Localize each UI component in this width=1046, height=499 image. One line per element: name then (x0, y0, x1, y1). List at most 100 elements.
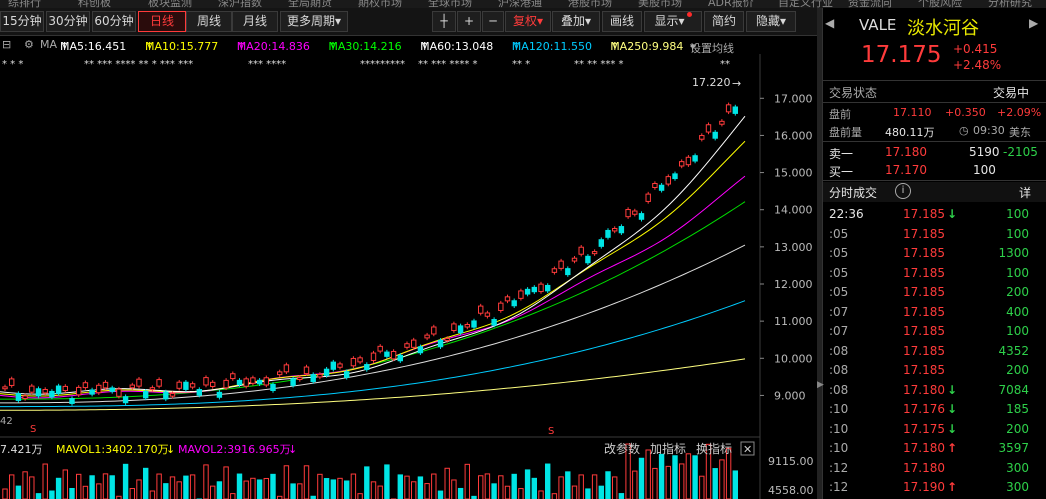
top-nav-item[interactable]: 板块监测 (148, 0, 192, 8)
fuquan-dropdown[interactable]: 复权▾ (505, 11, 551, 32)
panel-splitter[interactable] (817, 8, 822, 499)
candle (545, 284, 551, 292)
top-nav-item[interactable]: 资金流向 (848, 0, 892, 8)
volume-bar (62, 469, 68, 499)
more-periods-dropdown[interactable]: 更多周期▾ (280, 11, 348, 32)
crosshair-button[interactable]: ┼ (432, 11, 456, 32)
candle (156, 379, 162, 387)
volume-bar (652, 467, 658, 499)
top-nav-item[interactable]: 综排行 (8, 0, 41, 8)
period-daily-button[interactable]: 日线 (138, 11, 186, 32)
tick-time: :12 (829, 480, 849, 494)
period-weekly-button[interactable]: 周线 (186, 11, 232, 32)
top-nav-item[interactable]: 港股市场 (568, 0, 612, 8)
top-nav-item[interactable]: 分析研究 (988, 0, 1032, 8)
next-stock-icon[interactable]: ▶ (1029, 16, 1039, 30)
kline-chart[interactable]: 17.000 16.000 15.000 14.000 13.000 12.000 11.0… (0, 54, 818, 499)
candle (230, 373, 236, 380)
candle (317, 373, 323, 378)
top-nav-item[interactable]: 沪深港通 (498, 0, 542, 8)
candle (645, 193, 651, 202)
signal-stars: ********* (360, 59, 405, 70)
volume-bar (437, 490, 444, 499)
period-monthly-button[interactable]: 月线 (232, 11, 278, 32)
volume-bar (169, 476, 176, 499)
zoom-in-button[interactable]: + (457, 11, 481, 32)
volume-bar (551, 493, 558, 499)
top-nav-item[interactable]: 全球市场 (428, 0, 472, 8)
period-60min-button[interactable]: 60分钟 (92, 11, 136, 32)
volume-bar (464, 463, 471, 499)
collapse-arrow-icon[interactable]: ▶ (817, 380, 824, 390)
candle (498, 302, 504, 311)
ticks-list[interactable]: 22:36 17.185 ↓ 100:05 17.185 100:05 17.185 1300… (823, 205, 1046, 499)
volume-bar (357, 493, 363, 499)
indicator-button[interactable]: 改参数 (604, 441, 640, 456)
tick-volume: 100 (1006, 324, 1029, 338)
volume-bar (665, 465, 671, 499)
arrow-up-icon: ↑ (328, 40, 338, 53)
arrow-up-icon: ↑ (947, 480, 958, 494)
candle (364, 364, 370, 371)
info-icon[interactable]: i (895, 183, 911, 199)
tick-row: :05 17.185 100 (823, 264, 1046, 283)
display-dropdown[interactable]: 显示▾ (644, 11, 702, 32)
candle (551, 268, 558, 273)
tick-row: :05 17.185 200 (823, 283, 1046, 302)
ask-price: 17.180 (885, 145, 927, 159)
volume-bar (116, 495, 122, 499)
price-axis-label: 10.000 (774, 352, 813, 365)
candle (277, 371, 283, 376)
candle (337, 363, 343, 368)
top-nav-item[interactable]: 期权市场 (358, 0, 402, 8)
candle (491, 319, 497, 326)
top-nav-item[interactable]: 美股市场 (638, 0, 682, 8)
volume-bar (163, 483, 169, 499)
top-nav-item[interactable]: 深沪指数 (218, 0, 262, 8)
gear-icon[interactable]: ⚙ (24, 38, 34, 51)
overlay-dropdown[interactable]: 叠加▾ (552, 11, 600, 32)
volume-bar (109, 475, 115, 499)
indicator-button[interactable]: 换指标 (696, 441, 732, 456)
price-change: +0.415 (953, 42, 998, 56)
ma-legend-value: MA250:9.984 (610, 40, 684, 53)
candle (451, 323, 457, 332)
signal-stars: ** *** **** * (418, 59, 478, 70)
tick-volume: 3597 (998, 441, 1029, 455)
top-nav-item[interactable]: 个股风险 (918, 0, 962, 8)
top-nav-item[interactable]: ADR报价 (708, 0, 754, 8)
tick-volume: 200 (1006, 421, 1029, 436)
candle (457, 325, 464, 334)
top-nav-item[interactable]: 自定义行业 (778, 0, 833, 8)
candle (685, 156, 692, 166)
chevron-down-icon: ▾ (584, 14, 592, 28)
volume-bar (230, 493, 236, 499)
candle (705, 124, 712, 133)
volume-bar (484, 473, 491, 499)
candle (183, 381, 189, 390)
candle (22, 395, 28, 400)
simple-mode-button[interactable]: 简约 (704, 11, 744, 32)
top-nav-item[interactable]: 全局期货 (288, 0, 332, 8)
draw-line-button[interactable]: 画线 (602, 11, 642, 32)
indicator-button[interactable]: 加指标 (650, 441, 686, 456)
menu-icon[interactable]: ⊟ (2, 38, 12, 51)
zoom-out-button[interactable]: ─ (482, 11, 504, 32)
tick-price: 17.185 (903, 285, 945, 299)
candle (471, 320, 477, 328)
ticks-detail-button[interactable]: 详 (1019, 186, 1032, 200)
hide-dropdown[interactable]: 隐藏▾ (746, 11, 796, 32)
close-icon[interactable]: ✕ (743, 443, 752, 456)
arrow-up-icon: ↑ (60, 40, 70, 53)
more-periods-label: 更多周期 (286, 14, 335, 28)
tick-row: :12 17.190 ↑ 300 (823, 478, 1046, 497)
period-30min-button[interactable]: 30分钟 (46, 11, 90, 32)
price-change-pct: +2.48% (953, 58, 1002, 72)
candle (283, 364, 290, 373)
period-15min-button[interactable]: 15分钟 (0, 11, 44, 32)
prev-stock-icon[interactable]: ◀ (825, 16, 835, 30)
top-nav-item[interactable]: 科创板 (78, 0, 111, 8)
candle (35, 388, 42, 397)
volume-bar (55, 477, 62, 499)
left-axis-label: 42 (0, 416, 13, 427)
